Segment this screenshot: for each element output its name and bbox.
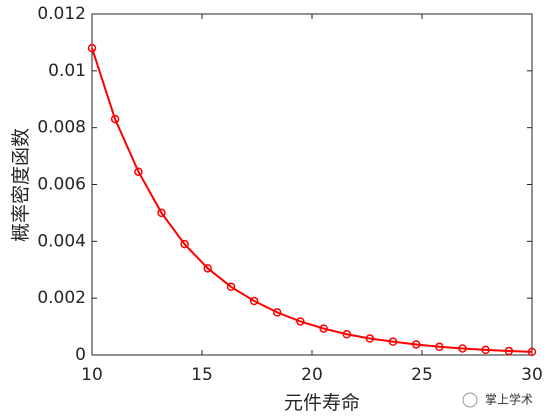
marker [342, 330, 352, 339]
x-tick-label: 10 [81, 365, 103, 385]
y-tick-label: 0.002 [37, 288, 86, 308]
marker [527, 347, 537, 357]
x-tick-label: 30 [521, 365, 543, 385]
marker [412, 340, 421, 349]
marker [180, 239, 189, 249]
marker [296, 317, 305, 326]
marker [504, 346, 514, 356]
marker [110, 114, 120, 124]
y-tick-label: 0 [75, 345, 86, 365]
x-axis-label: 元件寿命 [284, 392, 360, 414]
y-tick-label: 0.01 [48, 61, 86, 81]
marker [272, 308, 282, 317]
y-tick-label: 0.006 [37, 175, 86, 195]
watermark-icon [462, 392, 478, 408]
marker [365, 334, 375, 343]
marker [481, 345, 490, 355]
marker [458, 344, 467, 353]
y-tick-label: 0.004 [37, 231, 86, 251]
x-tick-label: 20 [301, 365, 323, 385]
marker [87, 43, 97, 53]
marker [203, 264, 212, 273]
plot-frame [91, 13, 533, 356]
watermark: 掌上学术 [485, 392, 533, 407]
x-tick-label: 25 [411, 365, 433, 385]
marker [157, 208, 166, 218]
y-axis-label: 概率密度函数 [10, 128, 32, 242]
y-tick-label: 0.012 [37, 4, 86, 24]
marker [388, 337, 398, 346]
marker [134, 167, 143, 176]
x-tick-label: 15 [191, 365, 213, 385]
marker [435, 342, 444, 352]
marker [249, 296, 259, 306]
y-tick-label: 0.008 [37, 118, 86, 138]
marker [226, 282, 236, 292]
marker [319, 324, 328, 333]
